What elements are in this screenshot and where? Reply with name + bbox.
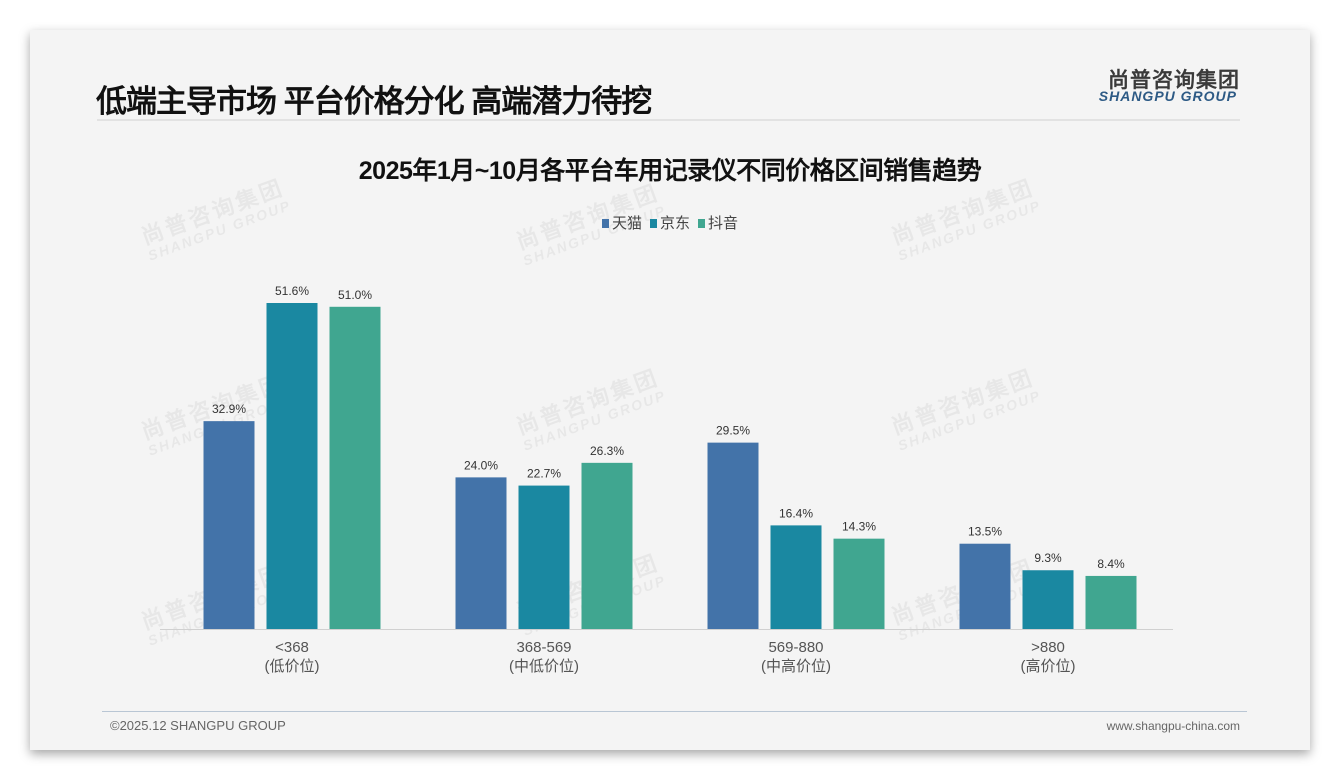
bar-京东 bbox=[518, 485, 570, 629]
legend-swatch bbox=[649, 219, 657, 228]
legend-item: 天猫 bbox=[601, 215, 642, 232]
data-label: 26.3% bbox=[590, 444, 624, 458]
bar-抖音 bbox=[1085, 575, 1137, 629]
legend-swatch bbox=[601, 219, 609, 228]
bar-抖音 bbox=[833, 538, 885, 629]
chart-legend: 天猫 京东 抖音 bbox=[0, 212, 1340, 233]
legend-label: 京东 bbox=[659, 215, 690, 232]
data-label: 16.4% bbox=[779, 506, 813, 520]
footer-copyright: ©2025.12 SHANGPU GROUP bbox=[110, 718, 286, 733]
footer-divider bbox=[102, 711, 1247, 712]
legend-item: 京东 bbox=[649, 215, 690, 232]
x-tick-label: <368 bbox=[275, 639, 309, 656]
page-title: 低端主导市场 平台价格分化 高端潜力待挖 bbox=[96, 84, 652, 119]
legend-swatch bbox=[698, 219, 705, 228]
data-label: 24.0% bbox=[464, 458, 498, 472]
header-divider bbox=[97, 119, 1240, 121]
bar-天猫 bbox=[203, 421, 255, 629]
bar-天猫 bbox=[959, 543, 1011, 629]
x-tick-label: 368-569 bbox=[516, 639, 571, 656]
data-label: 9.3% bbox=[1034, 551, 1062, 565]
logo-english: SHANGPU GROUP bbox=[1098, 88, 1237, 104]
bar-抖音 bbox=[581, 462, 633, 629]
chart-title: 2025年1月~10月各平台车用记录仪不同价格区间销售趋势 bbox=[358, 157, 982, 185]
x-tick-sublabel: (低价位) bbox=[265, 658, 320, 675]
x-tick-sublabel: (高价位) bbox=[1021, 658, 1076, 675]
data-label: 14.3% bbox=[842, 520, 876, 534]
bar-抖音 bbox=[329, 306, 381, 629]
logo-chinese: 尚普咨询集团 bbox=[1108, 69, 1240, 92]
legend-label: 抖音 bbox=[708, 215, 739, 232]
data-label: 13.5% bbox=[968, 525, 1002, 539]
data-label: 29.5% bbox=[716, 424, 750, 438]
bar-京东 bbox=[1022, 570, 1074, 629]
bar-天猫 bbox=[455, 477, 507, 629]
bar-京东 bbox=[770, 525, 822, 629]
bar-京东 bbox=[266, 303, 318, 629]
data-label: 22.7% bbox=[527, 467, 561, 481]
legend-label: 天猫 bbox=[611, 215, 642, 232]
footer-website[interactable]: www.shangpu-china.com bbox=[1106, 719, 1240, 733]
data-label: 51.6% bbox=[275, 284, 309, 298]
data-label: 8.4% bbox=[1097, 557, 1125, 571]
x-tick-label: >880 bbox=[1031, 639, 1065, 656]
bar-天猫 bbox=[707, 442, 759, 629]
data-label: 32.9% bbox=[212, 402, 246, 416]
x-tick-sublabel: (中低价位) bbox=[509, 658, 579, 675]
data-label: 51.0% bbox=[338, 288, 372, 302]
x-tick-label: 569-880 bbox=[768, 639, 823, 656]
legend-item: 抖音 bbox=[698, 215, 738, 232]
x-tick-sublabel: (中高价位) bbox=[761, 658, 831, 675]
